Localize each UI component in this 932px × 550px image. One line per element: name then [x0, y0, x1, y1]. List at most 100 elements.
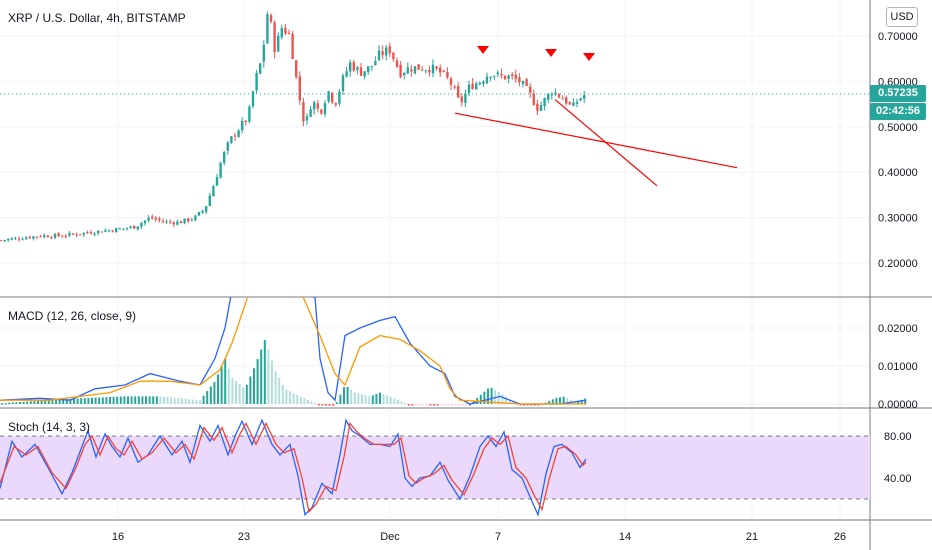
candle-body [158, 218, 161, 221]
macd-histogram-bar [400, 401, 403, 404]
macd-histogram-bar [62, 399, 65, 404]
candle-body [500, 73, 503, 76]
time-axis-label: 23 [238, 531, 250, 543]
candle-body [493, 75, 496, 77]
macd-histogram-bar [69, 398, 72, 404]
candle-body [561, 98, 564, 100]
macd-histogram-bar [584, 398, 587, 404]
macd-histogram-bar [40, 400, 43, 404]
candle-body [439, 67, 442, 73]
candle-body [406, 67, 409, 74]
candle-body [388, 46, 391, 54]
candle-body [50, 237, 53, 239]
candle-body [352, 62, 355, 71]
macd-histogram-bar [519, 404, 522, 406]
candle-body [464, 93, 467, 103]
candle-body [579, 98, 582, 101]
candle-body [122, 228, 125, 230]
candle-body [176, 221, 179, 225]
macd-histogram-bar [497, 391, 500, 404]
candle-body [568, 102, 571, 105]
candle-body [237, 130, 240, 137]
candlestick-series[interactable] [0, 11, 870, 243]
candle-body [503, 75, 507, 80]
candle-body [251, 91, 255, 107]
candle-body [442, 70, 445, 72]
candle-body [356, 67, 359, 70]
arrow-down-marker-icon[interactable] [477, 46, 489, 54]
macd-histogram-bar [94, 397, 97, 404]
macd-histogram-bar [109, 397, 111, 404]
candle-body [467, 84, 471, 93]
macd-histogram-bar [145, 396, 147, 404]
macd-histogram-bar [386, 395, 389, 404]
currency-button[interactable]: USD [886, 7, 918, 27]
candle-body [557, 93, 561, 98]
candle-body [403, 72, 406, 76]
candle-body [377, 50, 381, 60]
arrow-down-marker-icon[interactable] [545, 49, 557, 57]
macd-histogram-bar [346, 386, 349, 404]
candle-body [392, 52, 395, 59]
macd-histogram-bar [541, 404, 543, 406]
macd-histogram-bar [537, 404, 540, 406]
candle-body [374, 61, 377, 66]
candle-body [259, 63, 262, 74]
macd-histogram-bar [580, 399, 583, 404]
candle-body [421, 69, 424, 71]
candle-body [514, 74, 517, 79]
stoch-title: Stoch (14, 3, 3) [8, 420, 90, 434]
candle-body [10, 238, 13, 240]
candle-body [230, 136, 233, 143]
macd-histogram-bar [155, 396, 158, 404]
candle-body [334, 102, 337, 105]
macd-histogram-bar [76, 398, 79, 404]
candle-body [226, 142, 229, 151]
candle-body [345, 71, 348, 77]
macd-histogram-bar [26, 401, 29, 404]
macd-histogram-bar [325, 404, 327, 406]
candle-body [575, 101, 579, 104]
macd-histogram-bar [87, 397, 90, 404]
trendline[interactable] [554, 99, 658, 187]
candle-body [435, 66, 438, 69]
macd-histogram-bar [188, 399, 191, 404]
macd-histogram-bar [440, 404, 443, 406]
candle-body [197, 212, 201, 216]
macd-histogram-bar [317, 404, 320, 406]
candle-body [291, 33, 294, 59]
candle-body [89, 232, 93, 234]
macd-histogram-bar [4, 402, 7, 405]
candle-body [147, 217, 150, 221]
candle-body [327, 91, 330, 102]
candle-body [46, 235, 49, 238]
macd-histogram-bar [505, 397, 507, 404]
candle-body [460, 96, 463, 103]
drawing-annotations[interactable] [454, 46, 738, 187]
symbol-title: XRP / U.S. Dollar, 4h, BITSTAMP [8, 11, 186, 25]
price-axis-label: 0.70000 [878, 31, 918, 43]
candle-body [57, 233, 60, 237]
macd-histogram-bar [170, 397, 173, 404]
macd-histogram-bar [292, 393, 295, 404]
macd-histogram-bar [22, 401, 25, 404]
macd-histogram-bar [447, 404, 450, 406]
candle-body [7, 239, 10, 241]
macd-histogram-bar [364, 395, 367, 404]
candle-body [424, 70, 427, 72]
candle-body [262, 45, 265, 62]
macd-histogram-bar [134, 396, 137, 404]
macd-histogram-bar [127, 396, 129, 404]
macd-histogram-bar [332, 404, 335, 406]
candle-body [255, 73, 258, 91]
candle-body [64, 236, 67, 238]
macd-histogram-bar [227, 368, 230, 404]
macd-histogram-bar [411, 404, 414, 406]
candle-body [223, 151, 226, 163]
macd-histogram-bar [436, 404, 439, 406]
arrow-down-marker-icon[interactable] [583, 53, 595, 61]
trendline[interactable] [454, 112, 738, 169]
candle-body [154, 218, 157, 220]
candle-body [446, 72, 449, 78]
